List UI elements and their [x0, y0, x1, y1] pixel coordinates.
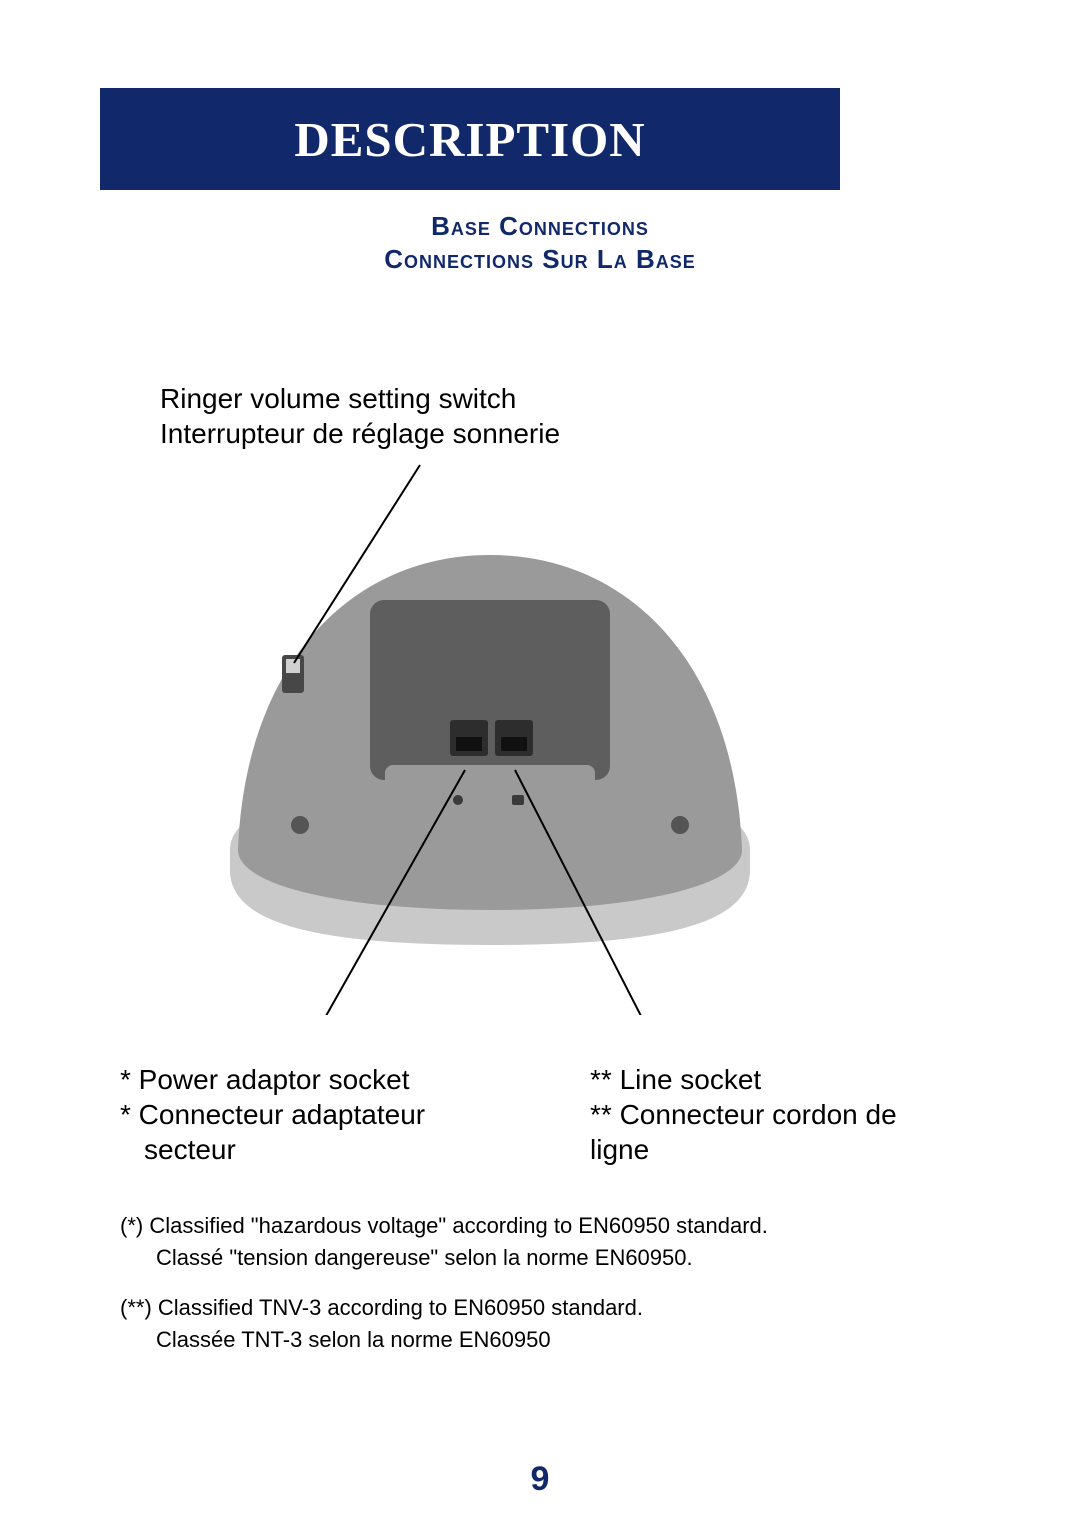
section-header: DESCRIPTION [100, 88, 840, 190]
page-number: 9 [0, 1460, 1080, 1499]
footnote-1-fr: Classé "tension dangereuse" selon la nor… [120, 1242, 960, 1274]
base-diagram [160, 455, 860, 1015]
callout-top-en: Ringer volume setting switch [160, 383, 516, 414]
subtitle-line-en: Base Connections [431, 211, 649, 241]
callout-power-fr: * Connecteur adaptateur [120, 1099, 425, 1130]
footnote-2-fr: Classée TNT-3 selon la norme EN60950 [120, 1324, 960, 1356]
callout-line-label: ** Line socket ** Connecteur cordon de l… [540, 1062, 960, 1167]
footnote-1: (*) Classified "hazardous voltage" accor… [120, 1210, 960, 1274]
callout-power-en: * Power adaptor socket [120, 1064, 410, 1095]
footnotes: (*) Classified "hazardous voltage" accor… [120, 1210, 960, 1374]
section-title: DESCRIPTION [294, 111, 645, 168]
callout-power-label: * Power adaptor socket * Connecteur adap… [120, 1062, 520, 1167]
callout-power-fr2: secteur [120, 1134, 236, 1165]
footnote-2-en: (**) Classified TNV-3 according to EN609… [120, 1295, 643, 1320]
callout-top-label: Ringer volume setting switch Interrupteu… [160, 381, 560, 451]
section-subtitle: Base Connections Connections Sur La Base [0, 210, 1080, 275]
footnote-1-en: (*) Classified "hazardous voltage" accor… [120, 1213, 768, 1238]
callout-bottom-labels: * Power adaptor socket * Connecteur adap… [120, 1062, 960, 1167]
callout-line-fr: ** Connecteur cordon de ligne [590, 1099, 897, 1165]
callout-top-fr: Interrupteur de réglage sonnerie [160, 418, 560, 449]
callout-line-en: ** Line socket [590, 1064, 761, 1095]
footnote-2: (**) Classified TNV-3 according to EN609… [120, 1292, 960, 1356]
subtitle-line-fr: Connections Sur La Base [384, 244, 695, 274]
